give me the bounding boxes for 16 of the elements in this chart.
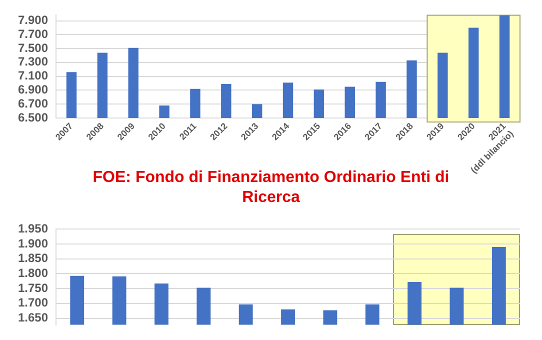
y-tick-label: 1.850 bbox=[18, 251, 48, 266]
y-tick-label: 6.500 bbox=[18, 110, 48, 124]
y-tick-label: 6.900 bbox=[18, 82, 48, 97]
y-tick-label: 7.300 bbox=[18, 54, 48, 69]
y-tick-label: 1.750 bbox=[18, 280, 48, 295]
y-tick-label: 1.700 bbox=[18, 296, 48, 310]
y-tick-label: 1.800 bbox=[18, 266, 48, 280]
y-tick-label: 1.650 bbox=[18, 310, 48, 325]
y-tick-label: 7.500 bbox=[18, 40, 48, 55]
y-tick-label: 7.700 bbox=[18, 26, 48, 41]
y-tick-label: 7.100 bbox=[18, 68, 48, 83]
y-tick-label: 1.900 bbox=[18, 236, 48, 250]
y-tick-label: 7.900 bbox=[18, 13, 48, 28]
y-tick-label: 6.700 bbox=[18, 96, 48, 110]
chart-title: FOE: Fondo di Finanziamento Ordinario Enti di Ricerca bbox=[92, 168, 450, 208]
y-tick-label: 1.950 bbox=[18, 222, 48, 236]
